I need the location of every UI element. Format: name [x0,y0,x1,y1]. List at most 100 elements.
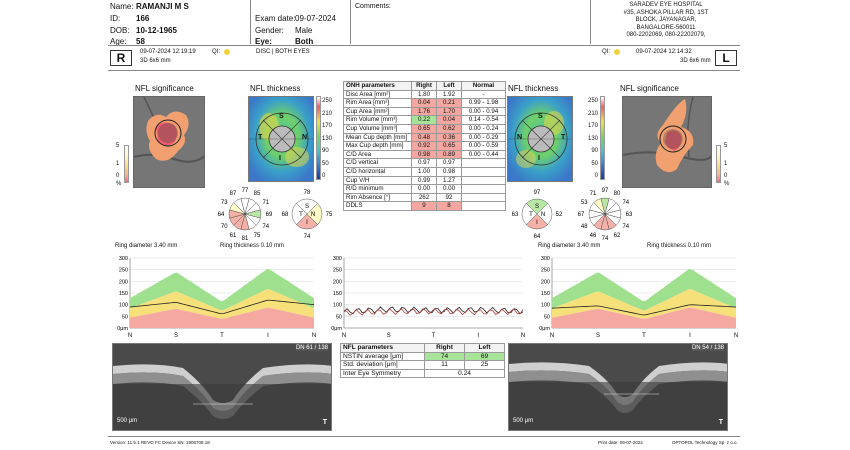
right-bscan-t: T [322,419,327,426]
table-row: Cup V/H 0.99 1.27 [343,175,506,186]
left-eye-badge: L [715,50,737,66]
clock-value: 62 [614,233,621,239]
clock-value: 61 [230,233,237,239]
table-row: Std. deviation [μm] 11 25 [340,360,505,370]
y-tick-label: 50 [544,314,550,320]
quadrant-sector [291,203,308,225]
left-nfl-significance-title: NFL significance [620,84,679,93]
clock-value: 74 [622,200,629,206]
left-thickness-scale [600,96,605,180]
right-ring-thickness: Ring thickness 0.10 mm [220,243,285,249]
onh-parameters-table: ONH parameters Right Left Normal Disc Ar… [343,81,506,211]
left-nfl-thickness-title: NFL thickness [508,84,559,93]
nfl-header-right: Right [424,343,465,353]
right-thickness-scale [316,96,321,180]
quadrant-letter: S [535,204,539,210]
table-row: Cup Volume [mm³] 0.65 0.62 0.00 - 0.24 [343,123,506,134]
exam-date: 09-07-2024 [295,14,336,23]
x-tick-label: S [174,333,178,339]
table-row: C/D Area 0.98 0.89 0.00 - 0.44 [343,149,506,160]
left-bscan-image: DN 54 / 138 500 μm T [508,343,728,431]
clock-value: 48 [581,224,588,230]
clock-sector [233,198,246,215]
y-tick-label: 150 [333,291,342,297]
y-tick-label: 50 [122,314,128,320]
clock-value: 85 [254,191,261,197]
right-significance-map [133,96,205,188]
left-sig-scale-5: 5 [724,143,728,149]
left-sig-scale-0: 0 [724,173,728,179]
table-row: DDLS 9 8 [343,201,506,211]
exam-date-label: Exam date: [255,14,296,23]
right-scan-datetime: 09-07-2024 12:19:19 [140,49,196,55]
clock-value: 67 [578,212,585,218]
x-tick-label: S [596,333,600,339]
right-qi-indicator [224,49,230,55]
quadrant-value: 74 [304,234,311,240]
quadrant-letter: S [305,204,309,210]
right-bscan-image: DN 61 / 138 500 μm T [112,343,332,431]
table-row: Rim Volume [mm³] 0.22 0.04 0.14 - 0.54 [343,115,506,125]
left-sector-t: T [561,134,566,141]
left-qi-indicator [614,49,620,55]
table-row: Rim Absence [°] 262 92 [343,192,506,203]
y-tick-label: 100 [333,303,342,309]
hospital-address: SARADEV EYE HOSPITAL #35, ASHOKA PILLAR … [623,2,709,39]
clock-value: 64 [218,212,225,218]
table-row: Cup Area [mm²] 1.76 1.70 0.00 - 0.94 [343,106,506,117]
center-scan-mode: DISC | BOTH EYES [256,49,310,55]
patient-name: RAMANJI M S [136,2,189,11]
x-tick-label: S [387,333,391,339]
left-qi-label: QI: [602,49,611,55]
left-quadrant-diagram: S 97 N 52 I 64 T 63 [512,190,562,240]
quadrant-letter: I [306,220,308,226]
right-scan-mode: 3D 6x6 mm [140,58,171,64]
quadrant-letter: T [299,212,303,218]
series-line [343,307,524,316]
x-tick-label: T [642,333,646,339]
left-thickness-map: S I N T [507,96,573,182]
right-bscan-dn: DN 61 / 138 [295,345,328,351]
x-tick-label: I [267,333,269,339]
abnormal-band [552,307,736,328]
x-tick-label: I [477,333,479,339]
left-significance-map [622,96,712,188]
comments-label: Comments: [355,3,391,10]
nfl-header-param: NFL parameters [340,343,425,353]
footer-company: OPTOPOL Technology Sp. z o.o. [672,440,738,445]
x-tick-label: T [220,333,224,339]
left-sig-scale-unit: % [724,181,730,187]
left-sector-s: S [538,113,543,120]
quadrant-letter: N [541,212,545,218]
nfl-header-left: Left [464,343,505,353]
x-tick-label: N [550,333,554,339]
patient-age: 58 [136,37,145,46]
quadrant-letter: T [529,212,533,218]
clock-value: 73 [221,200,228,206]
eye-label: Eye: [255,37,272,46]
clock-value: 63 [626,212,633,218]
right-bscan-scale: 500 μm [117,418,138,424]
table-row: C/D horizontal 1.00 0.98 [343,166,506,177]
left-ring-thickness: Ring thickness 0.10 mm [647,243,712,249]
table-row: NSTIN average [μm] 74 69 [340,351,505,362]
age-label: Age: [110,37,127,46]
eye: Both [295,37,314,46]
right-quadrant-diagram: S 78 N 75 I 74 T 68 [282,190,332,240]
right-sig-scale-0: 0 [116,173,120,179]
borderline-band [552,289,736,319]
clock-value: 87 [230,191,237,197]
y-tick-label: 200 [119,279,128,285]
nfl-parameters-table: NFL parameters Right Left NSTIN average … [340,343,505,379]
x-tick-label: N [734,333,738,339]
clock-value: 74 [262,224,269,230]
clock-value: 77 [242,188,249,194]
series-line [343,306,524,315]
quadrant-value: 63 [512,212,519,218]
onh-header-right: Right [411,81,437,91]
table-row: Mean Cup depth [mm] 0.48 0.36 0.00 - 0.29 [343,132,506,143]
y-tick-label: 0μm [539,326,550,332]
